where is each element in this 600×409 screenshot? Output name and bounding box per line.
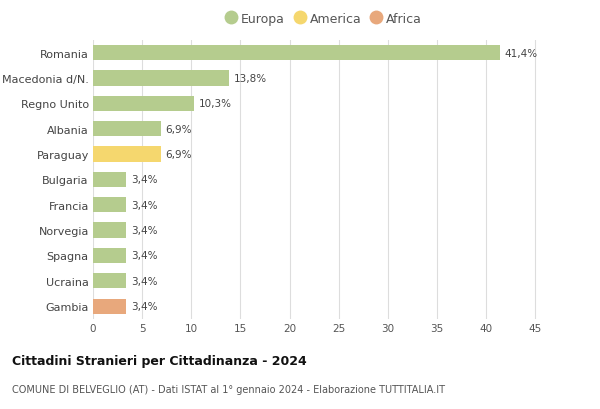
Text: 13,8%: 13,8% xyxy=(233,74,266,84)
Text: 3,4%: 3,4% xyxy=(131,301,158,311)
Bar xyxy=(93,122,161,137)
Text: 3,4%: 3,4% xyxy=(131,200,158,210)
Text: 10,3%: 10,3% xyxy=(199,99,232,109)
Bar xyxy=(93,223,127,238)
Text: COMUNE DI BELVEGLIO (AT) - Dati ISTAT al 1° gennaio 2024 - Elaborazione TUTTITAL: COMUNE DI BELVEGLIO (AT) - Dati ISTAT al… xyxy=(12,384,445,394)
Text: 41,4%: 41,4% xyxy=(505,49,538,58)
Bar xyxy=(93,274,127,289)
Bar xyxy=(93,46,500,61)
Text: 3,4%: 3,4% xyxy=(131,225,158,236)
Bar xyxy=(93,299,127,314)
Legend: Europa, America, Africa: Europa, America, Africa xyxy=(221,8,427,31)
Text: Cittadini Stranieri per Cittadinanza - 2024: Cittadini Stranieri per Cittadinanza - 2… xyxy=(12,354,307,367)
Bar xyxy=(93,198,127,213)
Bar xyxy=(93,172,127,188)
Bar xyxy=(93,147,161,162)
Bar xyxy=(93,248,127,263)
Text: 6,9%: 6,9% xyxy=(166,124,192,135)
Text: 3,4%: 3,4% xyxy=(131,276,158,286)
Text: 3,4%: 3,4% xyxy=(131,175,158,185)
Text: 6,9%: 6,9% xyxy=(166,150,192,160)
Text: 3,4%: 3,4% xyxy=(131,251,158,261)
Bar xyxy=(93,71,229,86)
Bar xyxy=(93,97,194,112)
